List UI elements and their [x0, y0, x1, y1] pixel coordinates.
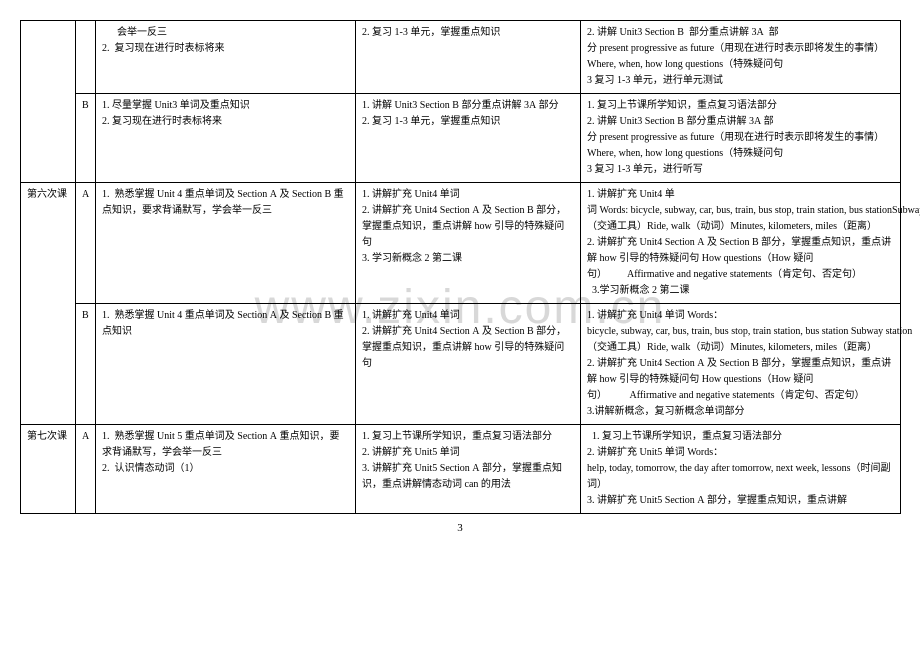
detail-cell: 1. 讲解扩充 Unit4 单词 Words: bicycle, subway,… — [581, 183, 901, 304]
table-row: B 1. 尽量掌握 Unit3 单词及重点知识2. 复习现在进行时表标将来 1.… — [21, 94, 901, 183]
lesson-cell: 第七次课 — [21, 425, 76, 514]
level-cell: B — [76, 94, 96, 183]
content-cell: 1. 讲解 Unit3 Section B 部分重点讲解 3A 部分2. 复习 … — [356, 94, 581, 183]
content-cell: 1. 讲解扩充 Unit4 单词2. 讲解扩充 Unit4 Section A … — [356, 183, 581, 304]
detail-cell: 1. 复习上节课所学知识，重点复习语法部分2. 讲解扩充 Unit5 单词 Wo… — [581, 425, 901, 514]
objective-cell: 1. 尽量掌握 Unit3 单词及重点知识2. 复习现在进行时表标将来 — [96, 94, 356, 183]
table-row: 第六次课 A 1. 熟悉掌握 Unit 4 重点单词及 Section A 及 … — [21, 183, 901, 304]
detail-cell: 1. 讲解扩充 Unit4 单词 Words：bicycle, subway, … — [581, 304, 901, 425]
lesson-table: 会举一反三2. 复习现在进行时表标将来 2. 复习 1-3 单元，掌握重点知识 … — [20, 20, 901, 514]
detail-cell: 1. 复习上节课所学知识，重点复习语法部分2. 讲解 Unit3 Section… — [581, 94, 901, 183]
level-cell: B — [76, 304, 96, 425]
lesson-cell — [21, 21, 76, 183]
table-row: 会举一反三2. 复习现在进行时表标将来 2. 复习 1-3 单元，掌握重点知识 … — [21, 21, 901, 94]
detail-cell: 2. 讲解 Unit3 Section B 部分重点讲解 3A 部分 prese… — [581, 21, 901, 94]
content-cell: 1. 讲解扩充 Unit4 单词2. 讲解扩充 Unit4 Section A … — [356, 304, 581, 425]
content-cell: 2. 复习 1-3 单元，掌握重点知识 — [356, 21, 581, 94]
objective-cell: 1. 熟悉掌握 Unit 4 重点单词及 Section A 及 Section… — [96, 304, 356, 425]
level-cell: A — [76, 425, 96, 514]
content-cell: 1. 复习上节课所学知识，重点复习语法部分2. 讲解扩充 Unit5 单词3. … — [356, 425, 581, 514]
page-number: 3 — [20, 522, 900, 534]
objective-cell: 1. 熟悉掌握 Unit 4 重点单词及 Section A 及 Section… — [96, 183, 356, 304]
objective-cell: 会举一反三2. 复习现在进行时表标将来 — [96, 21, 356, 94]
level-cell — [76, 21, 96, 94]
lesson-cell: 第六次课 — [21, 183, 76, 425]
table-row: 第七次课 A 1. 熟悉掌握 Unit 5 重点单词及 Section A 重点… — [21, 425, 901, 514]
table-row: B 1. 熟悉掌握 Unit 4 重点单词及 Section A 及 Secti… — [21, 304, 901, 425]
objective-cell: 1. 熟悉掌握 Unit 5 重点单词及 Section A 重点知识，要求背诵… — [96, 425, 356, 514]
content-wrapper: 会举一反三2. 复习现在进行时表标将来 2. 复习 1-3 单元，掌握重点知识 … — [20, 20, 900, 534]
level-cell: A — [76, 183, 96, 304]
